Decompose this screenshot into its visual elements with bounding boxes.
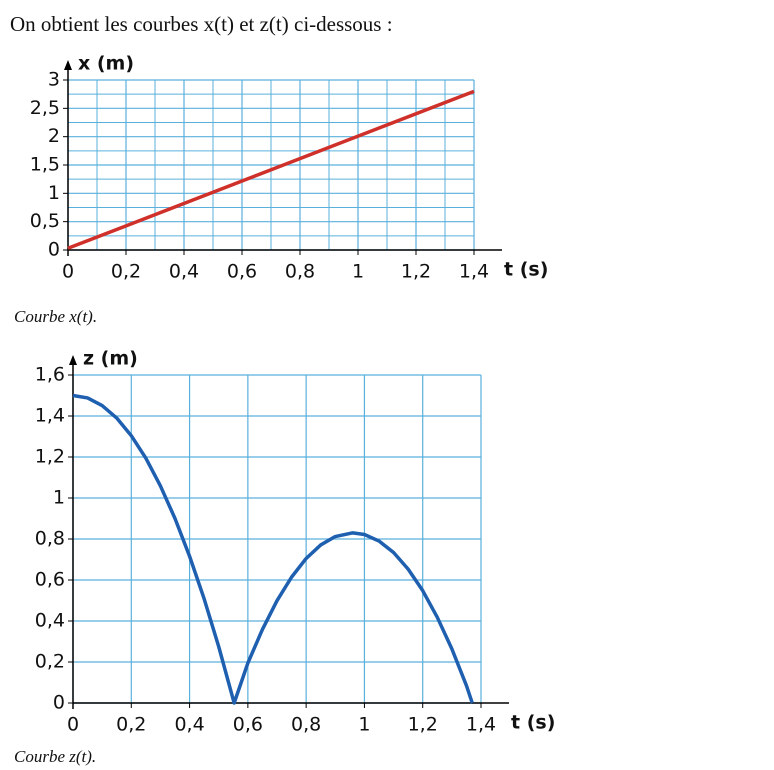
y-axis-label: z (m) [83,348,138,370]
y-tick-label: 0 [48,239,60,261]
axis-arrow [69,355,77,365]
x-tick-label: 1 [352,261,364,283]
y-tick-label: 2,5 [30,97,60,119]
y-tick-label: 1 [48,182,60,204]
x-tick-label: 0,8 [291,714,321,736]
x-tick-label: 0,8 [285,261,315,283]
axis-arrow [64,60,72,70]
y-tick-label: 2 [48,125,60,147]
x-axis-label: t (s) [504,259,548,281]
x-tick-label: 1,2 [408,714,438,736]
x-tick-label: 0,6 [233,714,263,736]
caption: Courbe x(t). [14,307,97,326]
caption: Courbe z(t). [14,747,96,766]
y-tick-label: 3 [48,69,60,91]
y-tick-label: 0,4 [35,610,65,632]
x-tick-label: 1,4 [466,714,496,736]
data-line [67,89,475,250]
y-tick-label: 1,2 [35,446,65,468]
x-tick-label: 0,2 [111,261,141,283]
x-tick-label: 1,4 [459,261,489,283]
x-tick-label: 1,2 [401,261,431,283]
y-tick-label: 0,2 [35,651,65,673]
x-axis-label: t (s) [511,712,555,734]
y-tick-label: 1,4 [35,405,65,427]
y-axis-label: x (m) [78,53,134,75]
x-tick-label: 0 [67,714,79,736]
y-tick-label: 1,5 [30,154,60,176]
y-tick-label: 0 [53,692,65,714]
data-line [72,393,474,705]
y-tick-label: 1,6 [35,364,65,386]
x-tick-label: 1 [358,714,370,736]
y-tick-label: 0,8 [35,528,65,550]
x-tick-label: 0,6 [227,261,257,283]
x-tick-label: 0,2 [116,714,146,736]
y-tick-label: 1 [53,487,65,509]
x-tick-label: 0 [62,261,74,283]
y-tick-label: 0,5 [30,210,60,232]
y-tick-label: 0,6 [35,569,65,591]
x-tick-label: 0,4 [174,714,204,736]
heading: On obtient les courbes x(t) et z(t) ci-d… [10,12,393,36]
x-tick-label: 0,4 [169,261,199,283]
